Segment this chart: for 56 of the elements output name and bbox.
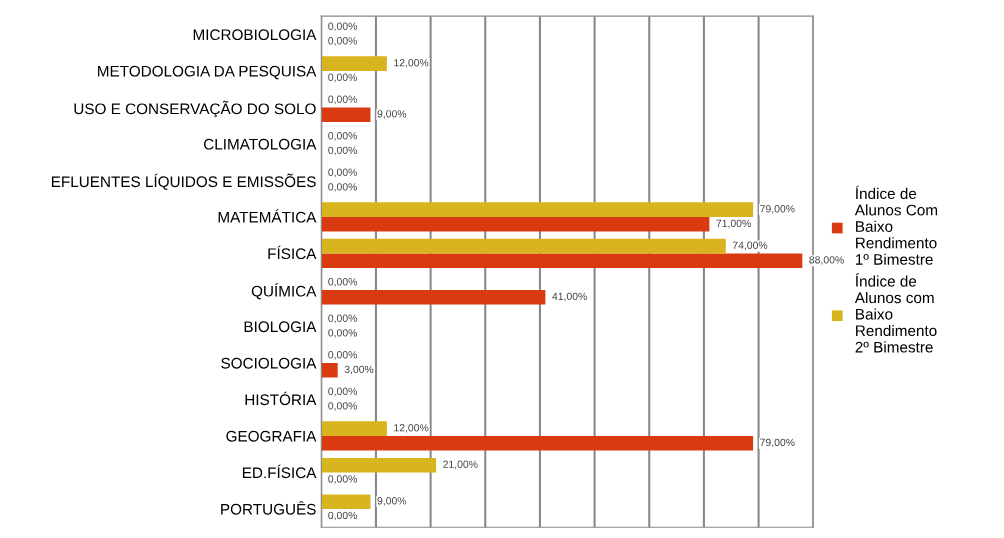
bar <box>321 435 754 451</box>
bar <box>321 56 387 71</box>
data-label: 88,00% <box>809 256 844 265</box>
data-label: 0,00% <box>328 73 357 83</box>
y-tick-label: CLIMATOLOGIA <box>203 138 317 150</box>
legend-label: Índice de Alunos com Baixo Rendimento 2º Bimestre <box>854 273 937 353</box>
data-label: 3,00% <box>344 365 374 375</box>
y-tick-label: GEOGRAFIA <box>226 430 317 442</box>
y-tick-label: SOCIOLOGIA <box>221 357 317 369</box>
data-label: 0,00% <box>328 387 357 397</box>
data-label: 0,00% <box>328 351 357 360</box>
data-label: 0,00% <box>328 37 357 46</box>
data-label: 0,00% <box>328 475 357 484</box>
data-label: 41,00% <box>552 292 587 302</box>
y-tick-label: HISTÓRIA <box>245 391 317 406</box>
data-label: 9,00% <box>377 497 407 506</box>
bar <box>321 457 437 473</box>
bar <box>321 494 371 509</box>
data-label: 0,00% <box>328 278 357 287</box>
data-label: 0,00% <box>328 329 357 338</box>
data-label: 0,00% <box>328 314 357 324</box>
y-tick-label: QUÍMICA <box>251 283 317 300</box>
bar <box>321 238 726 254</box>
bar <box>321 421 387 436</box>
y-tick-label: USO E CONSERVAÇÃO DO SOLO <box>74 100 316 118</box>
y-tick-label: MATEMÁTICA <box>218 209 317 223</box>
bar <box>321 362 338 378</box>
bar <box>321 107 371 123</box>
y-tick-label: BIOLOGIA <box>244 321 317 333</box>
y-tick-label: EFLUENTES LÍQUIDOS E EMISSÕES <box>51 173 316 190</box>
bar <box>321 202 754 217</box>
data-label: 71,00% <box>716 219 751 229</box>
y-tick-label: PORTUGUÊS <box>221 501 316 515</box>
data-label: 0,00% <box>328 168 357 178</box>
data-label: 79,00% <box>760 438 795 448</box>
bar <box>321 253 803 269</box>
data-label: 12,00% <box>394 59 429 68</box>
bar <box>321 216 710 232</box>
legend-label: Índice de Alunos Com Baixo Rendimento 1º Bimestre <box>854 185 938 265</box>
bar <box>321 289 546 305</box>
data-label: 9,00% <box>377 110 407 119</box>
data-label: 0,00% <box>328 402 357 411</box>
data-label: 0,00% <box>328 22 357 32</box>
data-label: 0,00% <box>328 183 357 192</box>
y-tick-label: MICROBIOLOGIA <box>193 29 317 41</box>
data-label: 0,00% <box>328 511 357 521</box>
data-label: 0,00% <box>328 95 357 105</box>
y-tick-label: ED.FÍSICA <box>242 464 317 479</box>
data-label: 21,00% <box>443 460 478 470</box>
data-label: 12,00% <box>394 424 429 433</box>
data-label: 0,00% <box>328 146 357 156</box>
data-label: 0,00% <box>328 132 357 141</box>
data-label: 74,00% <box>732 241 768 251</box>
y-tick-label: FÍSICA <box>268 245 317 260</box>
y-tick-label: METODOLOGIA DA PESQUISA <box>98 65 317 80</box>
data-label: 79,00% <box>760 205 795 214</box>
